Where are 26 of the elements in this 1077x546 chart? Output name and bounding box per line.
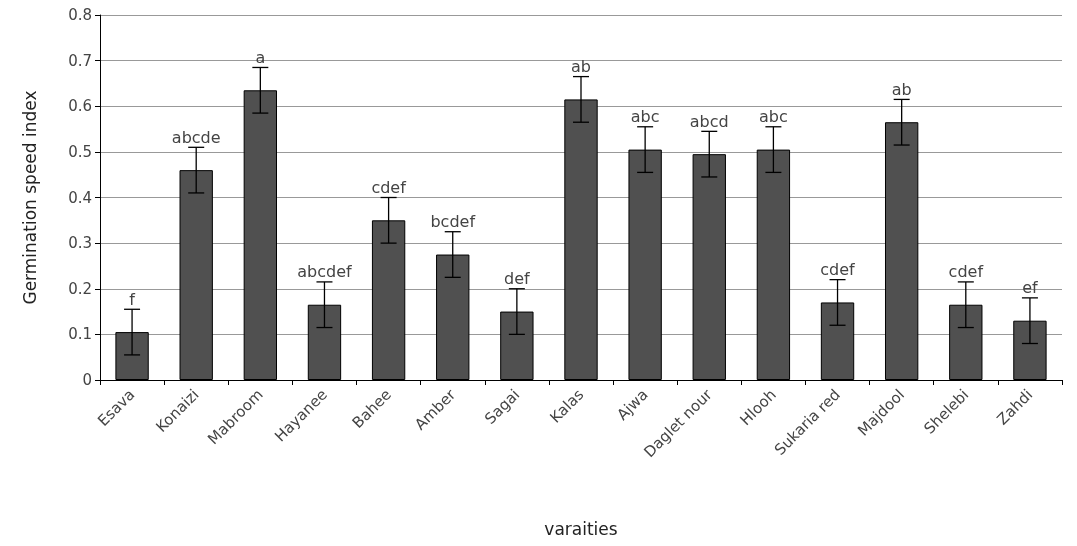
y-tick-label: 0.3 <box>68 234 92 253</box>
annotation: cdef <box>371 178 407 197</box>
annotation: ab <box>571 57 591 77</box>
annotation: bcdef <box>430 212 476 232</box>
annotation: abc <box>630 107 660 127</box>
y-tick-label: 0.8 <box>68 6 92 24</box>
y-tick-label: 0.2 <box>68 279 92 298</box>
annotation: abcd <box>689 111 729 131</box>
annotation: cdef <box>820 260 856 280</box>
y-tick-label: 0.5 <box>68 142 92 161</box>
y-tick-label: 0.6 <box>68 97 92 116</box>
y-tick-label: 0.7 <box>68 51 92 70</box>
annotation: def <box>504 269 531 289</box>
annotation: cdef <box>948 262 984 282</box>
annotation: abcde <box>171 127 221 147</box>
y-axis-title: Germination speed index <box>19 90 40 305</box>
annotation: f <box>129 289 136 309</box>
annotation: ab <box>891 79 912 99</box>
annotation: ef <box>1022 278 1039 298</box>
annotation: a <box>255 47 266 67</box>
y-tick-label: 0.1 <box>68 325 92 344</box>
annotation: abc <box>759 107 788 127</box>
y-tick-label: 0 <box>82 371 92 389</box>
annotation: abcdef <box>297 262 353 282</box>
y-tick-label: 0.4 <box>68 188 92 207</box>
x-axis-title: varaities <box>544 518 618 539</box>
